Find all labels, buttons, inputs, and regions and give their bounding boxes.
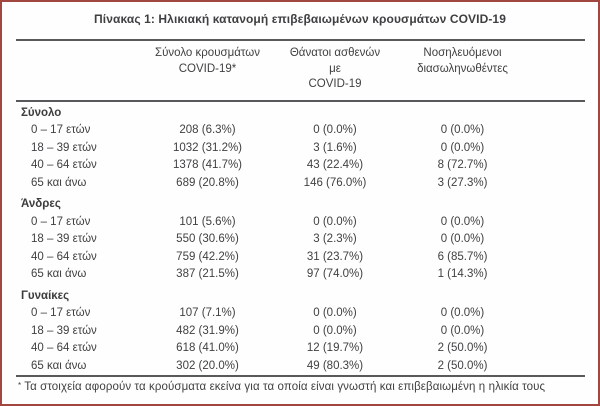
age-group-label: 40 – 64 ετών [31,250,97,263]
age-group-label: 65 και άνω [31,359,87,372]
spacer-cell [540,122,585,140]
table-row: 0 – 17 ετών 107 (7.1%) 0 (0.0%) 0 (0.0%) [16,305,585,323]
section-label: Γυναίκες [21,289,70,302]
value-cell: 0 (0.0%) [440,233,485,245]
value-cell: 101 (5.6%) [179,215,236,228]
spacer-cell [540,305,585,323]
value-cell: 387 (21.5%) [176,268,239,280]
spacer-cell [540,266,585,284]
spacer-cell [540,323,585,341]
table-row: 65 και άνω 689 (20.8%) 146 (76.0%) 3 (27.3%… [16,175,585,193]
value-cell: 8 (72.7%) [437,159,488,171]
age-group-label: 0 – 17 ετών [31,215,91,228]
value-cell: 0 (0.0%) [440,124,485,136]
value-cell: 2 (50.0%) [437,359,488,372]
section-header-row: Γυναίκες [16,284,585,306]
value-cell: 0 (0.0%) [313,215,357,228]
spacer-cell [540,231,585,249]
section-label: Άνδρες [21,198,61,210]
age-group-label: 0 – 17 ετών [31,307,91,319]
value-cell: 2 (50.0%) [437,342,488,354]
table-row: 0 – 17 ετών 101 (5.6%) 0 (0.0%) 0 (0.0%) [16,214,585,232]
value-cell: 0 (0.0%) [440,215,485,228]
header-line: Νοσηλευόμενοι [423,47,502,59]
value-cell: 43 (22.4%) [306,159,364,171]
table-row: 18 – 39 ετών 550 (30.6%) 3 (2.3%) 0 (0.0%) [16,231,585,249]
value-cell: 146 (76.0%) [303,176,367,189]
value-cell: 0 (0.0%) [313,124,357,136]
table-row: 18 – 39 ετών 482 (31.9%) 0 (0.0%) 0 (0.0%) [16,323,585,341]
table-row: 65 και άνω 387 (21.5%) 97 (74.0%) 1 (14.3%) [16,266,585,284]
header-line: COVID-19 [308,78,362,90]
table-row: 18 – 39 ετών 1032 (31.2%) 3 (1.6%) 0 (0.0%) [16,140,585,158]
value-cell: 12 (19.7%) [306,342,364,354]
value-cell: 31 (23.7%) [306,250,364,263]
header-line: Σύνολο κρουσμάτων [155,47,260,59]
header-line: COVID-19* [178,62,237,75]
age-group-label: 40 – 64 ετών [31,159,97,171]
header-line: Θάνατοι ασθενών με [289,47,381,75]
header-spacer-cell [540,40,585,102]
value-cell: 0 (0.0%) [440,307,485,319]
value-cell: 3 (1.6%) [313,141,357,154]
spacer-cell [540,175,585,193]
value-cell: 1378 (41.7%) [172,159,243,171]
value-cell: 618 (41.0%) [176,342,239,354]
value-cell: 1032 (31.2%) [172,141,243,154]
header-row: Σύνολο κρουσμάτων COVID-19* Θάνατοι ασθε… [16,40,585,102]
value-cell: 3 (27.3%) [437,176,488,189]
value-cell: 482 (31.9%) [176,324,239,337]
value-cell: 208 (6.3%) [179,124,236,136]
section-label: Σύνολο [21,106,62,119]
table-row: 40 – 64 ετών 618 (41.0%) 12 (19.7%) 2 (50.0… [16,340,585,358]
table-row: 0 – 17 ετών 208 (6.3%) 0 (0.0%) 0 (0.0%) [16,122,585,140]
table-body: Σύνολο 0 – 17 ετών 208 (6.3%) 0 (0.0%) 0 (0.… [16,101,585,377]
spacer-cell [540,214,585,232]
footnote-text: Τα στοιχεία αφορούν τα κρούσματα εκείνα … [24,381,546,393]
value-cell: 689 (20.8%) [176,176,239,189]
table-row: 40 – 64 ετών 1378 (41.7%) 43 (22.4%) 8 (72.… [16,157,585,175]
value-cell: 759 (42.2%) [176,250,239,263]
section-header-row: Σύνολο [16,101,585,123]
section-header-row: Άνδρες [16,192,585,214]
value-cell: 550 (30.6%) [176,233,239,245]
column-header-deaths: Θάνατοι ασθενών με COVID-19 [285,40,385,102]
value-cell: 0 (0.0%) [313,307,357,319]
spacer-cell [540,249,585,267]
header-line: διασωληνωθέντες [417,62,508,75]
value-cell: 0 (0.0%) [440,324,485,337]
spacer-cell [540,340,585,358]
header-empty-cell [16,40,130,102]
age-group-label: 18 – 39 ετών [31,324,97,337]
spacer-cell [540,140,585,158]
age-group-label: 65 και άνω [31,176,87,189]
value-cell: 107 (7.1%) [179,307,236,319]
value-cell: 97 (74.0%) [306,268,364,280]
column-header-total-cases: Σύνολο κρουσμάτων COVID-19* [130,40,285,102]
age-group-label: 40 – 64 ετών [31,342,97,354]
value-cell: 3 (2.3%) [313,233,357,245]
value-cell: 6 (85.7%) [437,250,488,263]
value-cell: 0 (0.0%) [440,141,485,154]
footnote-marker: * [18,381,22,390]
spacer-cell [540,358,585,377]
age-distribution-table: Σύνολο κρουσμάτων COVID-19* Θάνατοι ασθε… [16,39,585,377]
value-cell: 1 (14.3%) [437,268,488,280]
table-title: Πίνακας 1: Ηλικιακή κατανομή επιβεβαιωμέ… [94,12,506,26]
age-group-label: 18 – 39 ετών [31,141,97,154]
column-header-intubated: Νοσηλευόμενοι διασωληνωθέντες [385,40,540,102]
footnote: * Τα στοιχεία αφορούν τα κρούσματα εκείνα… [18,380,598,394]
value-cell: 49 (80.3%) [306,359,364,372]
age-group-label: 18 – 39 ετών [31,233,97,245]
table-row: 65 και άνω 302 (20.0%) 49 (80.3%) 2 (50.0%) [16,358,585,377]
spacer-cell [540,157,585,175]
table-row: 40 – 64 ετών 759 (42.2%) 31 (23.7%) 6 (85.7… [16,249,585,267]
value-cell: 0 (0.0%) [313,324,357,337]
value-cell: 302 (20.0%) [176,359,239,372]
age-group-label: 65 και άνω [31,268,87,280]
age-group-label: 0 – 17 ετών [31,124,91,136]
